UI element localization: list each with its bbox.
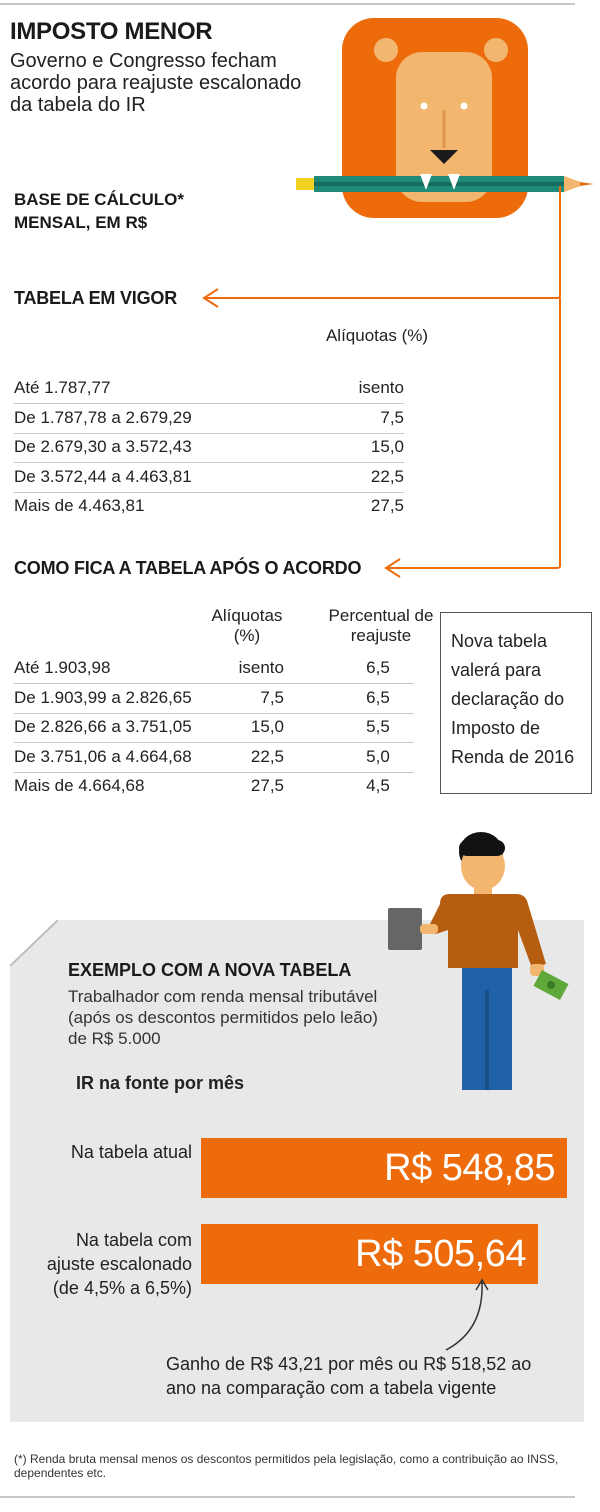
- new-row-reajuste: 6,5: [366, 658, 390, 677]
- gain-text: Ganho de R$ 43,21 por mês ou R$ 518,52 a…: [166, 1354, 532, 1398]
- new-row-reajuste: 5,0: [366, 746, 390, 766]
- current-row-range: De 3.572,44 a 4.463,81: [14, 466, 192, 486]
- bar-value-escalonado: R$ 505,64: [355, 1233, 526, 1275]
- example-description: Trabalhador com renda mensal tributável …: [68, 987, 378, 1048]
- current-col-aliquota: Alíquotas (%): [325, 326, 429, 345]
- arrowhead-new: [384, 558, 401, 578]
- pencil-tip: [564, 176, 586, 192]
- page-title: IMPOSTO MENOR: [10, 18, 213, 45]
- current-row-aliquota: 22,5: [370, 466, 404, 486]
- folded-corner: [10, 920, 58, 966]
- document-icon: [388, 908, 422, 950]
- arrow-to-new-table: [388, 298, 561, 569]
- new-row-reajuste: 4,5: [366, 776, 390, 795]
- new-table-row: Até 1.903,98 isento 6,5: [14, 658, 414, 682]
- row-divider: [14, 403, 404, 404]
- lion-icon: [296, 18, 594, 218]
- arrow-to-current-table: [206, 186, 561, 299]
- current-table-row: Mais de 4.463,81 27,5: [14, 496, 404, 520]
- current-table-row: Até 1.787,77 isento: [14, 378, 404, 402]
- new-row-aliquota: 27,5: [250, 776, 284, 795]
- lion-ear-left: [374, 38, 398, 62]
- current-row-aliquota: isento: [358, 378, 404, 397]
- new-row-aliquota: isento: [238, 658, 284, 677]
- row-divider: [14, 491, 404, 493]
- row-divider: [14, 462, 404, 463]
- new-row-aliquota: 22,5: [250, 746, 284, 766]
- note-box: Nova tabela valerá para declaração do Im…: [440, 612, 592, 794]
- top-rule: [0, 3, 575, 5]
- current-table-row: De 3.572,44 a 4.463,81 22,5: [14, 467, 404, 491]
- pencil-stripe: [314, 182, 564, 186]
- worker-hand-left: [420, 924, 438, 934]
- new-table-row: De 1.903,99 a 2.826,65 7,5 6,5: [14, 688, 414, 712]
- current-row-range: Até 1.787,77: [14, 378, 111, 397]
- ir-label: IR na fonte por mês: [76, 1073, 245, 1093]
- arrowhead-current: [202, 288, 219, 308]
- lion-eye-right: [460, 102, 468, 110]
- pencil-lead: [580, 182, 594, 186]
- connector-arrows: [202, 186, 561, 578]
- example-title: EXEMPLO COM A NOVA TABELA: [68, 960, 352, 980]
- current-row-aliquota: 7,5: [380, 407, 404, 427]
- new-row-aliquota: 7,5: [260, 687, 284, 707]
- current-table-title: TABELA EM VIGOR: [14, 288, 177, 308]
- current-table-row: De 2.679,30 a 3.572,43 15,0: [14, 437, 404, 461]
- base-calculo-label: BASE DE CÁLCULO* MENSAL, EM R$: [14, 190, 185, 232]
- new-row-aliquota: 15,0: [250, 717, 284, 736]
- new-row-reajuste: 6,5: [366, 687, 390, 707]
- current-row-range: Mais de 4.463,81: [14, 496, 145, 515]
- row-divider: [14, 712, 414, 714]
- row-divider: [14, 683, 414, 684]
- current-row-aliquota: 15,0: [370, 437, 404, 456]
- new-row-range: De 1.903,99 a 2.826,65: [14, 687, 192, 707]
- bar-label-escalonado: Na tabela com ajuste escalonado (de 4,5%…: [46, 1230, 192, 1298]
- row-divider: [14, 432, 404, 434]
- pencil-eraser: [296, 178, 314, 190]
- bar-escalonado: R$ 505,64: [201, 1224, 538, 1284]
- lion-ear-right: [484, 38, 508, 62]
- page-subtitle: Governo e Congresso fecham acordo para r…: [10, 50, 302, 116]
- new-row-range: De 2.826,66 a 3.751,05: [14, 717, 192, 736]
- worker-neck: [474, 888, 492, 898]
- bottom-rule: [0, 1496, 575, 1498]
- bar-label-atual: Na tabela atual: [70, 1142, 192, 1162]
- new-row-range: De 3.751,06 a 4.664,68: [14, 746, 192, 766]
- row-divider: [14, 771, 414, 773]
- new-row-range: Mais de 4.664,68: [14, 776, 145, 795]
- worker-icon: [388, 832, 569, 1090]
- lion-nose: [430, 150, 458, 164]
- new-col-aliquota: Alíquotas (%): [211, 606, 283, 645]
- worker-shirt: [426, 894, 546, 968]
- new-table-row: Mais de 4.664,68 27,5 4,5: [14, 776, 414, 800]
- new-table-row: De 2.826,66 a 3.751,05 15,0 5,5: [14, 717, 414, 741]
- bar-value-atual: R$ 548,85: [384, 1147, 555, 1189]
- gain-pointer: [445, 1278, 489, 1351]
- row-divider: [14, 742, 414, 743]
- new-table-row: De 3.751,06 a 4.664,68 22,5 5,0: [14, 747, 414, 771]
- new-col-reajuste: Percentual de reajuste: [328, 606, 434, 645]
- new-table-title: COMO FICA A TABELA APÓS O ACORDO: [14, 558, 362, 578]
- current-row-aliquota: 27,5: [370, 496, 404, 515]
- footnote: (*) Renda bruta mensal menos os desconto…: [14, 1452, 559, 1480]
- new-row-reajuste: 5,5: [366, 717, 390, 736]
- current-table-row: De 1.787,78 a 2.679,29 7,5: [14, 408, 404, 432]
- current-row-range: De 2.679,30 a 3.572,43: [14, 437, 192, 456]
- lion-eye-left: [420, 102, 428, 110]
- bar-atual: R$ 548,85: [201, 1138, 567, 1198]
- new-row-range: Até 1.903,98: [14, 658, 111, 677]
- lion-tooth-left: [420, 174, 432, 190]
- current-row-range: De 1.787,78 a 2.679,29: [14, 407, 192, 427]
- lion-tooth-right: [448, 174, 460, 190]
